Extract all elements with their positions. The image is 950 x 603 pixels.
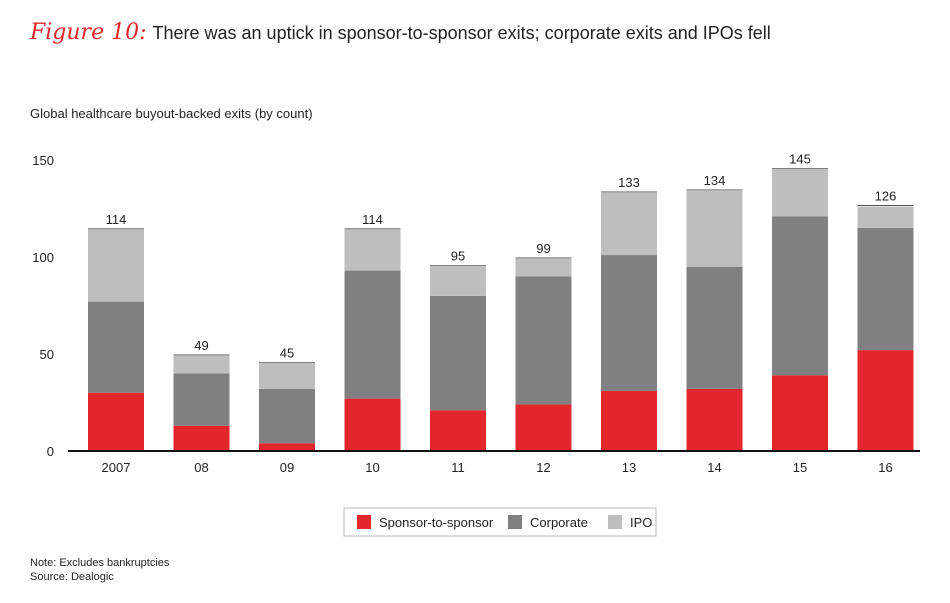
chart-subtitle: Global healthcare buyout-backed exits (b… [30,106,313,121]
y-tick-label: 100 [32,250,54,265]
bar-segment-sponsor-to-sponsor [772,375,828,451]
bar-segment-corporate [88,301,144,393]
bar-segment-ipo [515,258,572,277]
bar-segment-corporate [515,276,572,405]
total-label: 114 [362,212,383,227]
x-tick-label: 08 [194,460,208,475]
legend-label: Sponsor-to-sponsor [379,515,494,530]
bar-segment-corporate [601,255,657,391]
total-label: 134 [704,173,726,188]
bar-segment-ipo [259,363,315,389]
bar-segment-ipo [686,191,743,267]
x-tick-label: 2007 [102,460,131,475]
legend-swatch [608,515,622,529]
y-tick-label: 0 [47,444,54,459]
bar-segment-sponsor-to-sponsor [430,410,486,451]
x-tick-label: 10 [365,460,379,475]
note-text: Note: Excludes bankruptcies [30,557,170,569]
total-label: 95 [451,249,465,264]
legend-label: Corporate [530,515,588,530]
x-tick-label: 15 [793,460,807,475]
y-tick-label: 50 [40,347,54,362]
bar-segment-ipo [344,229,401,271]
bar-segment-ipo [601,192,657,256]
figure-label: Figure 10: [30,20,147,45]
bar-segment-corporate [686,266,743,389]
total-label: 133 [618,175,640,190]
bar-segment-sponsor-to-sponsor [686,388,743,451]
figure-title: Figure 10: There was an uptick in sponsor… [30,20,771,45]
bar-segment-ipo [857,206,914,228]
bar-segment-sponsor-to-sponsor [515,404,572,451]
y-tick-label: 150 [32,153,54,168]
total-label: 126 [875,189,897,204]
total-label: 45 [280,346,294,361]
x-tick-label: 09 [280,460,294,475]
bar-segment-corporate [430,295,486,411]
bar-segment-corporate [173,373,230,426]
bar-segment-corporate [772,216,828,376]
bar-segment-sponsor-to-sponsor [173,425,230,451]
legend-swatch [508,515,522,529]
total-label: 145 [789,152,811,167]
bar-segment-corporate [344,270,401,399]
legend-label: IPO [630,515,652,530]
total-label: 99 [536,241,550,256]
bar-segment-sponsor-to-sponsor [601,390,657,451]
bar-segment-ipo [430,266,486,296]
x-tick-label: 16 [878,460,892,475]
total-label: 114 [106,212,127,227]
legend-box [343,507,657,537]
bar-segment-corporate [857,227,914,351]
bar-segment-sponsor-to-sponsor [344,398,401,451]
x-tick-label: 11 [451,460,465,475]
bar-segment-ipo [173,355,230,374]
x-tick-label: 14 [707,460,721,475]
legend-swatch [357,515,371,529]
bar-segment-sponsor-to-sponsor [259,443,315,451]
x-tick-label: 13 [622,460,636,475]
bar-segment-sponsor-to-sponsor [88,392,144,451]
chart-notes: Note: Excludes bankruptcies Source: Deal… [30,556,169,584]
total-label: 49 [194,338,208,353]
bar-segment-corporate [259,388,315,444]
figure-title-text: There was an uptick in sponsor-to-sponso… [152,23,771,43]
bar-segment-sponsor-to-sponsor [857,350,914,451]
bar-segment-ipo [772,169,828,217]
x-tick-label: 12 [536,460,550,475]
bar-segment-ipo [88,229,144,302]
source-text: Source: Dealogic [30,571,114,583]
